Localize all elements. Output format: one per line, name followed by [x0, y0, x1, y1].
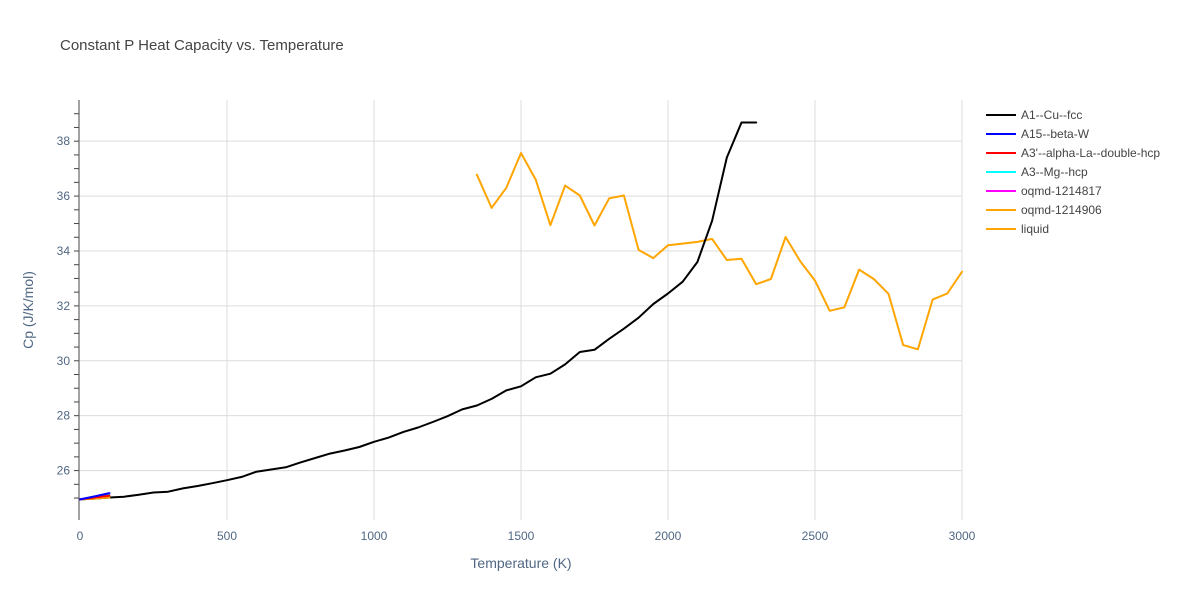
legend-label: A3--Mg--hcp [1021, 165, 1088, 179]
y-tick-label: 26 [57, 464, 71, 478]
legend-label: A1--Cu--fcc [1021, 108, 1082, 122]
legend-label: oqmd-1214817 [1021, 184, 1102, 198]
x-tick-label: 2500 [802, 529, 829, 543]
y-tick-label: 34 [57, 244, 71, 258]
y-axis-ticks: 26 28 30 32 34 36 38 [57, 113, 79, 499]
legend-label: A15--beta-W [1021, 127, 1090, 141]
gridlines [80, 100, 963, 520]
y-tick-label: 30 [57, 354, 71, 368]
chart-title: Constant P Heat Capacity vs. Temperature [60, 37, 344, 54]
legend-item[interactable]: A15--beta-W [986, 127, 1090, 141]
y-tick-label: 28 [57, 409, 71, 423]
legend-item[interactable]: oqmd-1214817 [986, 184, 1102, 198]
y-tick-label: 36 [57, 189, 71, 203]
series-line-a15-beta-w[interactable] [79, 492, 111, 501]
legend-item[interactable]: oqmd-1214906 [986, 203, 1102, 217]
x-axis-ticks: 0 500 1000 1500 2000 2500 3000 [77, 529, 976, 543]
x-tick-label: 1000 [361, 529, 388, 543]
x-tick-label: 0 [77, 529, 84, 543]
legend-label: A3'--alpha-La--double-hcp [1021, 146, 1160, 160]
plot-area [79, 121, 963, 501]
series-lines [79, 121, 963, 501]
series-line-liquid[interactable] [475, 152, 963, 351]
y-tick-label: 38 [57, 134, 71, 148]
legend-item[interactable]: A3'--alpha-La--double-hcp [986, 146, 1160, 160]
y-axis-title: Cp (J/K/mol) [20, 271, 36, 349]
x-tick-label: 500 [217, 529, 237, 543]
legend-label: liquid [1021, 222, 1049, 236]
legend-label: oqmd-1214906 [1021, 203, 1102, 217]
y-tick-label: 32 [57, 299, 71, 313]
series-line-a1-cu-fcc[interactable] [79, 121, 758, 501]
legend[interactable]: A1--Cu--fcc A15--beta-W A3'--alpha-La--dou… [986, 108, 1160, 236]
x-tick-label: 2000 [655, 529, 682, 543]
legend-item[interactable]: A3--Mg--hcp [986, 165, 1088, 179]
x-tick-label: 1500 [508, 529, 535, 543]
x-tick-label: 3000 [949, 529, 976, 543]
x-axis-title: Temperature (K) [470, 555, 571, 571]
legend-item[interactable]: liquid [986, 222, 1049, 236]
legend-item[interactable]: A1--Cu--fcc [986, 108, 1082, 122]
